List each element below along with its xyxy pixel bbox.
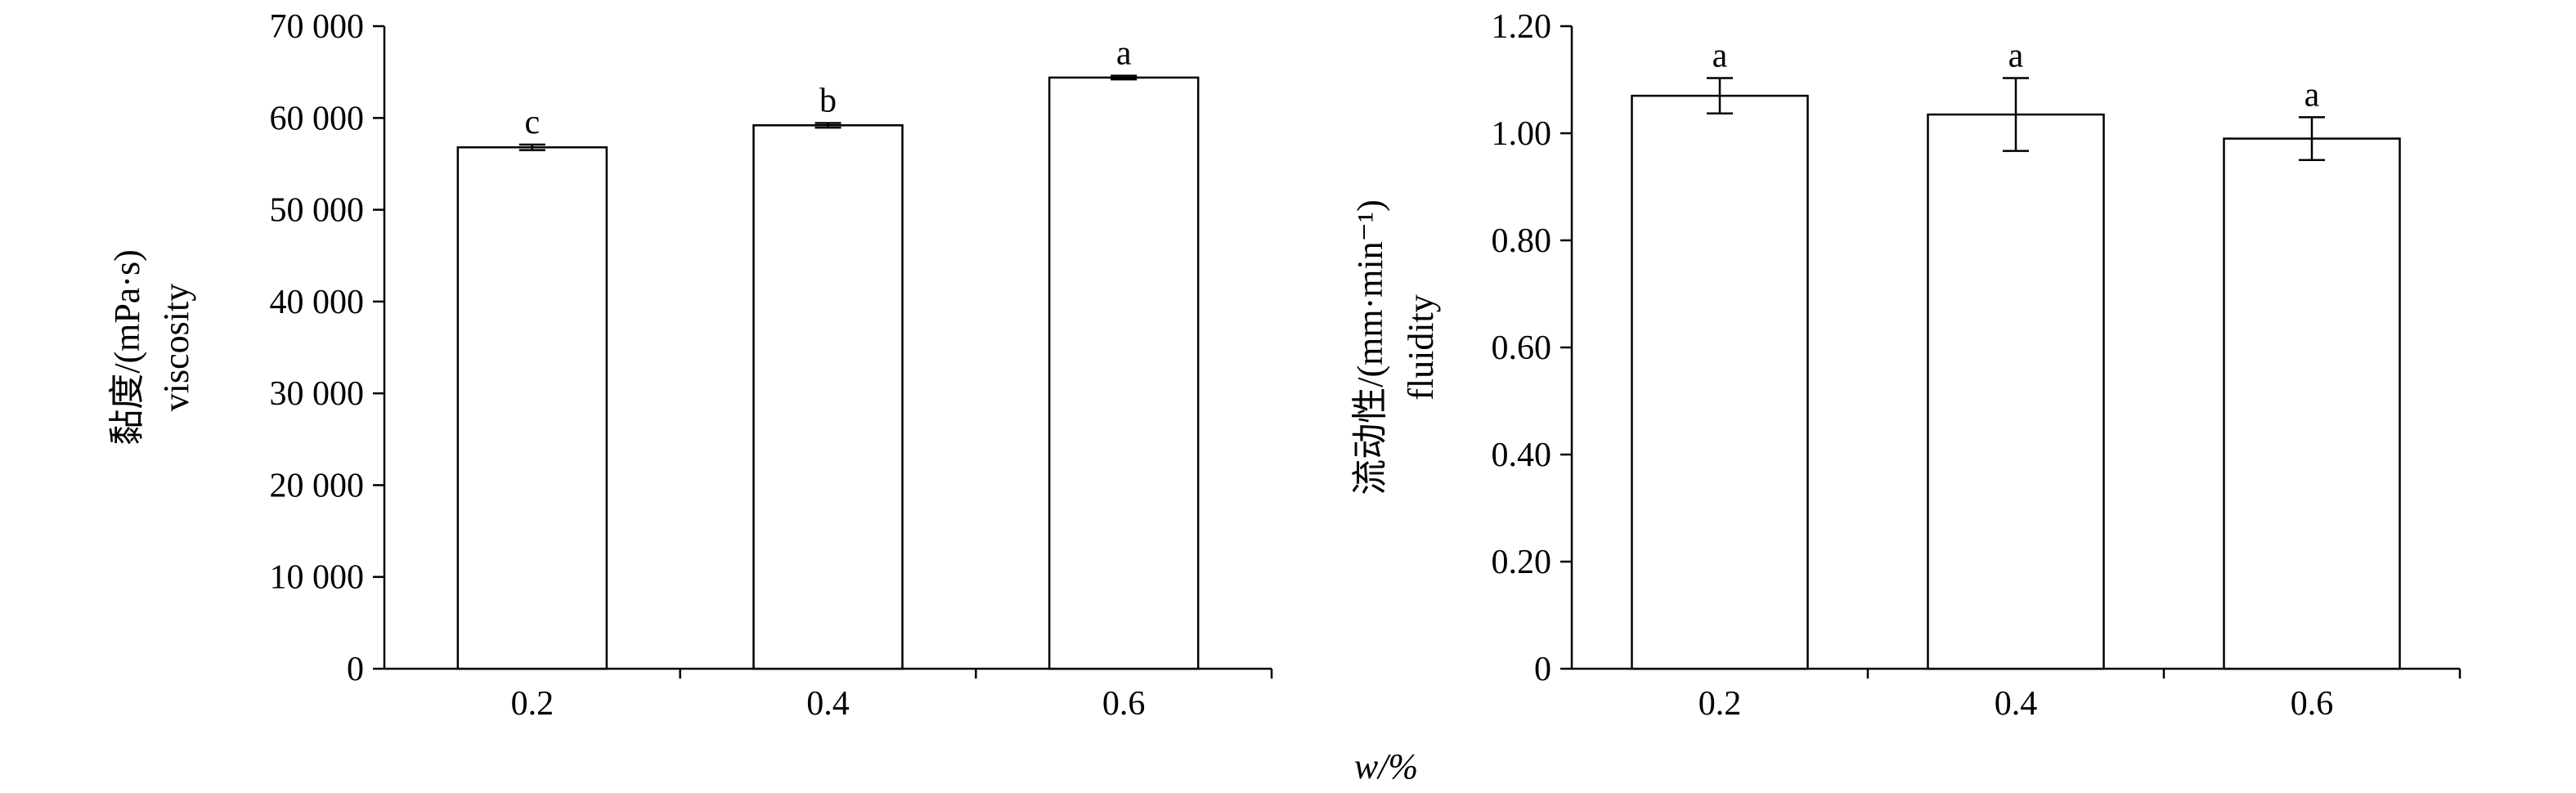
y-axis-title: 黏度/(mPa·s) [107, 249, 147, 446]
y-tick-label: 0.60 [1492, 329, 1552, 367]
y-tick-label: 0 [1534, 651, 1551, 688]
y-tick-label: 60 000 [270, 100, 365, 137]
bar [1631, 94, 1809, 670]
bar [752, 124, 904, 670]
y-tick-label: 70 000 [270, 8, 365, 46]
x-tick-label: 0.2 [511, 685, 554, 723]
significance-label: a [2008, 38, 2024, 75]
y-tick-label: 10 000 [270, 559, 365, 597]
y-tick-label: 1.20 [1492, 8, 1552, 46]
y-tick-label: 30 000 [270, 375, 365, 413]
x-axis-title: w/% [1354, 746, 1418, 786]
y-tick-label: 0.80 [1492, 222, 1552, 260]
significance-label: a [1712, 38, 1728, 75]
bar [1927, 113, 2105, 670]
viscosity-chart: 0 10 000 20 000 30 000 40 000 50 000 60 000 70 … [107, 8, 1273, 723]
y-tick-label: 50 000 [270, 192, 365, 230]
y-axis-subtitle: viscosity [156, 284, 196, 411]
significance-label: a [2304, 76, 2320, 114]
y-tick-label: 0.20 [1492, 544, 1552, 581]
y-axis-subtitle: fluidity [1401, 294, 1441, 401]
bar [2223, 137, 2401, 670]
y-tick-label: 0 [347, 651, 364, 688]
x-tick-label: 0.2 [1699, 685, 1742, 723]
significance-label: a [1116, 35, 1132, 73]
x-tick-label: 0.4 [1995, 685, 2038, 723]
significance-label: b [819, 82, 837, 119]
fluidity-chart: 0 0.20 0.40 0.60 0.80 1.00 1.20 a 0.2 a 0.4 a 0.6 流动性… [1350, 8, 2462, 723]
y-tick-label: 40 000 [270, 284, 365, 321]
y-axis-title: 流动性/(mm·min⁻¹) [1350, 199, 1390, 495]
x-tick-label: 0.6 [1102, 685, 1146, 723]
significance-label: c [525, 104, 541, 141]
bar [1048, 76, 1200, 670]
y-tick-label: 20 000 [270, 467, 365, 504]
bar [456, 146, 608, 670]
y-tick-label: 0.40 [1492, 437, 1552, 474]
x-tick-label: 0.4 [806, 685, 850, 723]
y-tick-label: 1.00 [1492, 115, 1552, 153]
x-tick-label: 0.6 [2291, 685, 2334, 723]
